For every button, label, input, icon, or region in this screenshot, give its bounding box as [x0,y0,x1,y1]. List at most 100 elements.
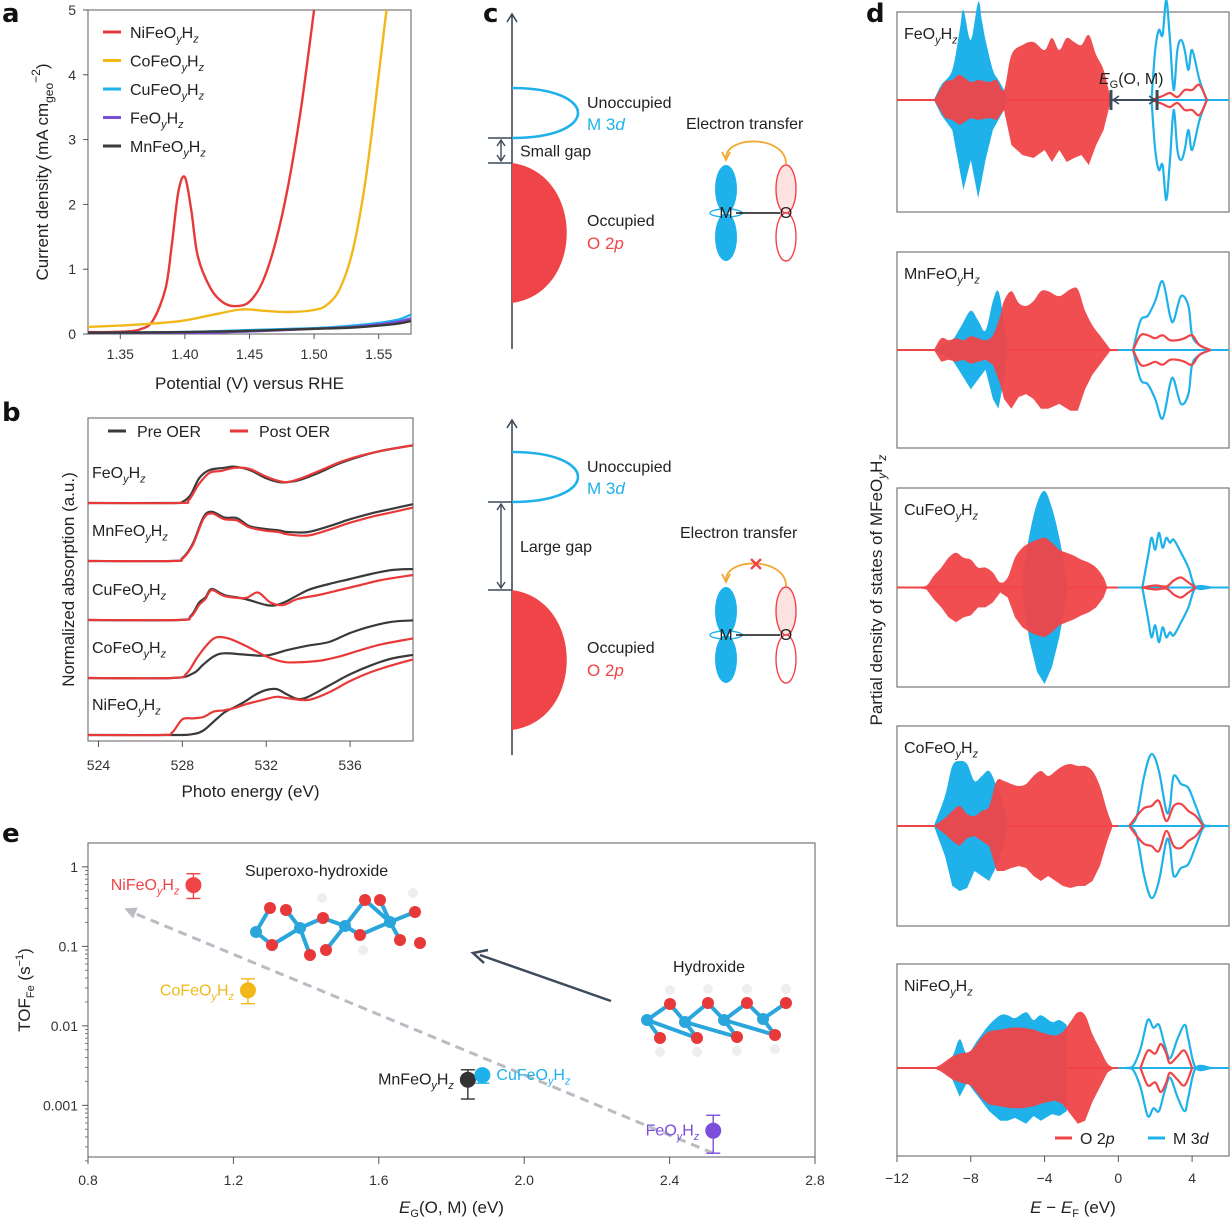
gap-label: Small gap [520,144,591,161]
trend-arrow-line [131,911,714,1155]
x-tick-label: 1.45 [236,346,263,362]
legend-label: Post OER [259,424,330,441]
o2p-line-lower [1139,1067,1194,1094]
unoccupied-band [511,86,580,140]
transfer-arrowhead-icon [721,573,731,585]
blocked-x-icon [750,558,762,570]
oxygen-atom [317,912,329,924]
y-axis-label: TOFFe (s−1) [14,948,37,1032]
series-line-nifeo [88,10,316,334]
point-label: CoFeOyHz [160,982,235,1002]
m-orbital-lobe-top [715,587,737,635]
m3d-line-upper [1141,531,1211,591]
metal-atom [250,926,262,938]
o2p-fill [933,1011,1115,1124]
o2p-label: O 2p [587,234,624,253]
hydrogen-atom [408,888,418,898]
transform-arrow [479,953,612,1003]
m3d-line-lower [1150,99,1208,202]
hydrogen-atom [770,1044,780,1054]
o2p-line-lower [1132,348,1212,367]
legend-label: Pre OER [137,424,201,441]
series-line-mnfeo [88,319,411,334]
m-orbital-lobe-bottom [715,213,737,261]
point-label: MnFeOyHz [378,1072,454,1092]
oxygen-atom [374,894,386,906]
subplot-label: MnFeOyHz [904,266,980,286]
x-tick-label: 536 [338,757,362,773]
panel-label-e: e [2,819,20,849]
m3d-line-upper [1125,1018,1211,1072]
y-tick-label: 0 [68,326,76,342]
oxygen-atom [654,1032,666,1044]
x-axis-label: EG(O, M) (eV) [399,1198,504,1219]
x-tick-label: −12 [885,1170,909,1186]
m3d-line-upper [1150,0,1208,101]
legend-label: O 2p [1080,1131,1115,1148]
hydrogen-atom [732,1046,742,1056]
panel-label-b: b [2,398,21,428]
marker [459,1071,476,1088]
trace-cufeo-post [87,573,414,622]
sample-label: MnFeOyHz [92,523,168,543]
data-point-cofeo: CoFeOyHz [160,978,256,1005]
m-orbital-lobe-top [715,165,737,213]
x-tick-label: 1.6 [369,1172,389,1188]
panel-b-chart: 524 528 532 536 Photo energy (eV) Normalized … [59,417,414,801]
bond [683,1020,739,1039]
unoccupied-label: Unoccupied [587,459,672,476]
atom-m-label: M [719,205,732,222]
subplot-label: FeOyHz [904,26,958,46]
data-point-cufeo: CuFeOyHz [474,1067,571,1088]
o2p-line-lower [1128,825,1205,853]
oxygen-atom [664,998,676,1010]
y-tick-label: 5 [68,2,76,18]
o2p-fill [915,537,1108,638]
transfer-arrow [725,140,787,165]
atom-o-label: O [780,627,792,644]
dos-subplot-nifeo: NiFeOyHz [896,963,1230,1157]
legend-label: MnFeOyHz [130,139,206,159]
gap-arrowheads-icon [496,138,506,163]
series-group [88,10,411,334]
metal-atom [339,920,351,932]
dos-subplot-cufeo: CuFeOyHz [896,487,1230,688]
oxygen-atom [414,937,426,949]
panel-a-chart: 1.35 1.40 1.45 1.50 1.55 0 1 2 3 4 5 Potential (V) … [29,2,412,393]
oxygen-atom [280,904,292,916]
panel-e-chart: 0.8 1.2 1.6 2.0 2.4 2.8 1 0.1 0.01 0.001 EG(O, M) … [14,842,825,1219]
y-axis-label: Normalized absorption (a.u.) [59,472,78,686]
x-axis-label: Potential (V) versus RHE [155,374,344,393]
o2p-line-upper [1132,333,1212,352]
panel-label-a: a [2,0,20,29]
oxygen-atom [780,997,792,1009]
hydrogen-atom [358,945,368,955]
m-orbital-lobe-bottom [715,635,737,683]
sample-label: FeOyHz [92,465,146,485]
plot-frame [87,842,816,1158]
trace-feo-post [87,444,414,505]
sample-label: NiFeOyHz [92,697,161,717]
o2p-label: O 2p [587,661,624,680]
legend-label: CuFeOyHz [130,82,205,102]
hydrogen-atom [781,984,791,994]
unoccupied-band [511,450,580,504]
oxygen-atom [394,934,406,946]
hydrogen-atom [692,1047,702,1057]
plot-frame [87,417,414,742]
y-axis-label: Partial density of states of MFeOyHz [867,455,889,726]
o2p-line-upper [1142,576,1197,589]
axis-arrow-icon [506,12,518,23]
trace-nifeo-pre [87,653,414,737]
transfer-arrowhead-icon [721,151,731,163]
x-tick-label: −8 [963,1170,979,1186]
metal-atom [679,1016,691,1028]
atom-m-label: M [719,627,732,644]
m3d-line-lower [1125,1064,1211,1118]
series-line-cofeo [88,10,388,329]
o2p-fill [933,287,1111,411]
marker [474,1067,491,1084]
superoxo-label: Superoxo-hydroxide [245,863,388,880]
o2p-line-upper [1139,1042,1194,1069]
